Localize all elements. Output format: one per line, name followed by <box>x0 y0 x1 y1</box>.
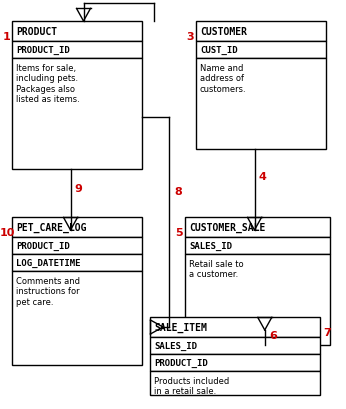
Text: 2: 2 <box>91 0 99 2</box>
Text: PET_CARE_LOG: PET_CARE_LOG <box>16 222 86 233</box>
Bar <box>12 254 142 271</box>
Bar <box>12 271 142 365</box>
Bar <box>12 218 142 237</box>
Text: LOG_DATETIME: LOG_DATETIME <box>16 258 81 267</box>
Bar <box>150 354 320 371</box>
Bar <box>150 337 320 354</box>
Bar <box>12 237 142 254</box>
Text: PRODUCT_ID: PRODUCT_ID <box>154 358 208 367</box>
Text: PRODUCT_ID: PRODUCT_ID <box>16 46 70 55</box>
Text: Items for sale,
including pets.
Packages also
listed as items.: Items for sale, including pets. Packages… <box>16 64 80 104</box>
Text: 10: 10 <box>0 227 15 237</box>
Bar <box>12 22 142 42</box>
Bar <box>185 237 330 254</box>
Text: 8: 8 <box>174 186 182 196</box>
Text: Name and
address of
customers.: Name and address of customers. <box>200 64 247 94</box>
Text: Comments and
instructions for
pet care.: Comments and instructions for pet care. <box>16 276 80 306</box>
Bar <box>12 42 142 59</box>
Text: PRODUCT: PRODUCT <box>16 27 57 37</box>
Text: 6: 6 <box>269 330 276 340</box>
Text: SALES_ID: SALES_ID <box>189 241 232 250</box>
Bar <box>196 42 326 59</box>
Bar <box>150 317 320 337</box>
Bar <box>196 22 326 42</box>
Bar <box>12 59 142 170</box>
Text: PRODUCT_ID: PRODUCT_ID <box>16 241 70 250</box>
Text: CUST_ID: CUST_ID <box>200 46 238 55</box>
Bar <box>196 59 326 150</box>
Text: Retail sale to
a customer.: Retail sale to a customer. <box>189 259 244 279</box>
Text: 4: 4 <box>258 172 266 182</box>
Text: SALES_ID: SALES_ID <box>154 341 197 350</box>
Text: CUSTOMER: CUSTOMER <box>200 27 247 37</box>
Bar <box>150 371 320 395</box>
Text: 7: 7 <box>323 327 331 337</box>
Text: CUSTOMER_SALE: CUSTOMER_SALE <box>189 222 265 233</box>
Text: 5: 5 <box>175 227 183 237</box>
Text: Products included
in a retail sale.: Products included in a retail sale. <box>154 376 229 396</box>
Text: SALE_ITEM: SALE_ITEM <box>154 322 207 332</box>
Bar <box>185 218 330 237</box>
Text: 1: 1 <box>3 32 11 42</box>
Text: 3: 3 <box>186 32 194 42</box>
Bar <box>185 254 330 345</box>
Text: 9: 9 <box>74 184 82 194</box>
